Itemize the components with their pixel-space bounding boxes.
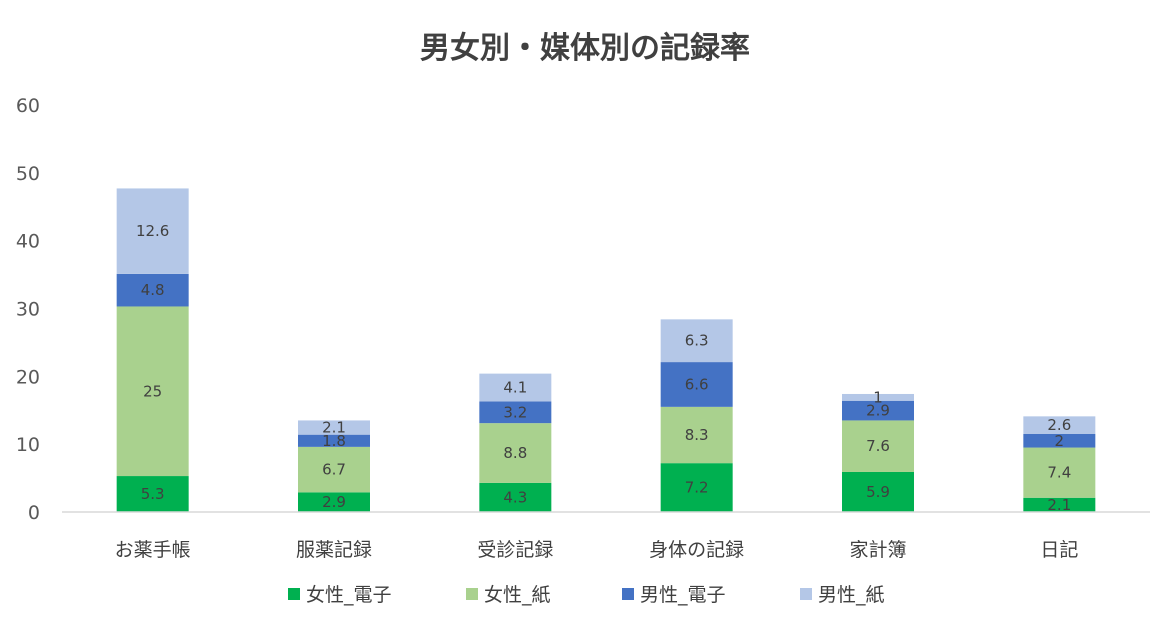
bar-segment: [116, 306, 189, 477]
bar-segment: [298, 420, 370, 435]
bar-segment: [660, 319, 733, 363]
legend-swatch: [622, 588, 634, 600]
data-label: 4.1: [503, 379, 527, 397]
bar-segment: [842, 471, 914, 512]
x-tick-label: 日記: [1040, 539, 1078, 561]
data-label: 12.6: [136, 222, 169, 240]
bar-segment: [116, 188, 189, 274]
data-label: 4.3: [503, 488, 527, 506]
legend-label: 女性_電子: [306, 584, 392, 606]
data-label: 2.1: [1047, 496, 1071, 514]
data-label: 3.2: [503, 403, 527, 421]
bar-segment: [1023, 433, 1096, 448]
data-label: 1.8: [322, 432, 346, 450]
bar-segment: [842, 393, 914, 401]
x-tick-label: 受診記録: [477, 539, 553, 561]
bar-segment: [479, 373, 552, 402]
data-label: 5.9: [866, 483, 890, 501]
data-label: 2.9: [866, 402, 890, 420]
data-label: 2.9: [322, 493, 346, 511]
data-label: 7.4: [1047, 464, 1071, 482]
data-label: 8.8: [503, 444, 527, 462]
data-label: 25: [143, 382, 162, 400]
data-label: 8.3: [685, 426, 709, 444]
bar-segment: [842, 400, 914, 421]
legend-swatch: [466, 588, 478, 600]
y-tick-label: 60: [16, 95, 40, 117]
x-tick-label: お薬手帳: [115, 539, 191, 561]
chart-title: 男女別・媒体別の記録率: [420, 31, 750, 66]
y-tick-label: 20: [16, 366, 40, 388]
y-tick-label: 50: [16, 163, 40, 185]
bar-segment: [660, 362, 733, 407]
bar-segment: [479, 482, 552, 512]
data-label: 4.8: [141, 281, 165, 299]
bar-segment: [479, 401, 552, 424]
legend-label: 男性_電子: [640, 584, 726, 606]
data-label: 7.2: [685, 479, 709, 497]
bars-layer: 5.3254.812.62.96.71.82.14.38.83.24.17.28…: [116, 188, 1096, 514]
data-label: 5.3: [141, 485, 165, 503]
y-tick-label: 10: [16, 434, 40, 456]
bar-segment: [116, 273, 189, 307]
data-label: 1: [873, 388, 883, 406]
legend-label: 男性_紙: [818, 584, 885, 606]
legend-swatch: [800, 588, 812, 600]
y-tick-label: 30: [16, 299, 40, 321]
y-tick-label: 0: [28, 502, 40, 524]
bar-segment: [298, 434, 370, 447]
data-label: 6.7: [322, 461, 346, 479]
bar-segment: [1023, 416, 1096, 434]
data-label: 2.1: [322, 419, 346, 437]
bar-segment: [1023, 497, 1096, 512]
bar-segment: [660, 463, 733, 512]
bar-segment: [298, 446, 370, 493]
bar-segment: [660, 406, 733, 464]
bar-segment: [842, 420, 914, 472]
bar-segment: [1023, 447, 1096, 498]
legend-label: 女性_紙: [484, 584, 551, 606]
data-label: 6.3: [685, 332, 709, 350]
data-label: 7.6: [866, 437, 890, 455]
x-axis-ticks: お薬手帳 服薬記録 受診記録 身体の記録 家計簿 日記: [115, 539, 1079, 561]
bar-segment: [298, 492, 370, 512]
bar-segment: [479, 423, 552, 483]
data-label: 2.6: [1047, 416, 1071, 434]
data-label: 6.6: [685, 375, 709, 393]
x-tick-label: 身体の記録: [649, 539, 744, 561]
x-tick-label: 服薬記録: [296, 539, 372, 561]
y-tick-label: 40: [16, 231, 40, 253]
bar-segment: [116, 476, 189, 512]
x-tick-label: 家計簿: [849, 539, 906, 561]
legend: 女性_電子 女性_紙 男性_電子 男性_紙: [288, 584, 885, 606]
y-axis-ticks: 0 10 20 30 40 50 60: [16, 95, 40, 524]
legend-swatch: [288, 588, 300, 600]
data-label: 2: [1055, 432, 1065, 450]
